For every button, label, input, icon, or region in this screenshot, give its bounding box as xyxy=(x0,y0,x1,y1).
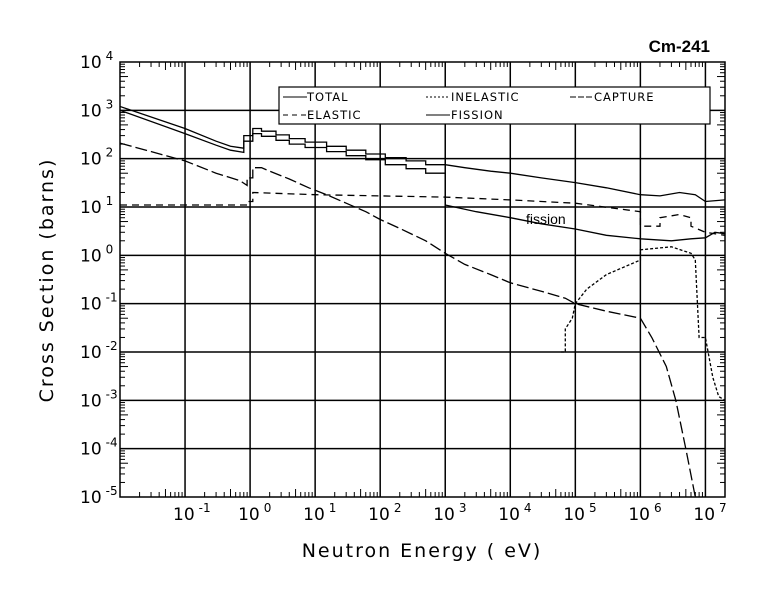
y-tick-base: 10 xyxy=(80,488,102,508)
y-tick-exp: -4 xyxy=(106,436,118,450)
x-tick-label: 10 5 xyxy=(563,501,596,525)
x-tick-label: 10 0 xyxy=(238,501,271,525)
minor-ticks xyxy=(120,62,725,497)
series-fission xyxy=(120,109,725,242)
legend-label-capture: CAPTURE xyxy=(594,90,655,104)
x-tick-exp: 1 xyxy=(329,501,337,515)
y-tick-label: 10 -4 xyxy=(80,436,118,460)
y-axis-title: Cross Section (barns) xyxy=(36,158,58,403)
series-inelastic xyxy=(560,246,725,401)
y-tick-base: 10 xyxy=(80,53,102,73)
legend-label-inelastic: INELASTIC xyxy=(451,90,520,104)
x-tick-label: 10 3 xyxy=(433,501,466,525)
y-tick-exp: -2 xyxy=(106,339,118,353)
x-tick-base: 10 xyxy=(563,505,585,525)
y-tick-exp: 1 xyxy=(106,194,114,208)
y-tick-base: 10 xyxy=(80,246,102,266)
y-tick-base: 10 xyxy=(80,101,102,121)
x-tick-label: 10 -1 xyxy=(173,501,211,525)
x-tick-exp: 6 xyxy=(654,501,662,515)
y-tick-exp: -1 xyxy=(106,291,118,305)
x-tick-exp: 7 xyxy=(719,501,727,515)
x-tick-base: 10 xyxy=(433,505,455,525)
y-tick-label: 10 -5 xyxy=(80,484,118,508)
y-tick-base: 10 xyxy=(80,198,102,218)
x-tick-label: 10 2 xyxy=(368,501,401,525)
y-tick-label: 10 1 xyxy=(80,194,113,218)
annotation-fission: fission xyxy=(526,211,566,227)
y-tick-label: 10 3 xyxy=(80,97,113,121)
series-total xyxy=(120,105,725,203)
x-tick-base: 10 xyxy=(368,505,390,525)
y-tick-label: 10 4 xyxy=(80,49,113,73)
y-tick-label: 10 2 xyxy=(80,146,113,170)
x-tick-base: 10 xyxy=(303,505,325,525)
x-tick-base: 10 xyxy=(173,505,195,525)
x-tick-exp: -1 xyxy=(199,501,211,515)
x-tick-exp: 2 xyxy=(394,501,402,515)
y-tick-base: 10 xyxy=(80,391,102,411)
y-tick-base: 10 xyxy=(80,295,102,315)
chart-title: Cm-241 xyxy=(649,37,710,56)
y-tick-base: 10 xyxy=(80,150,102,170)
y-tick-base: 10 xyxy=(80,343,102,363)
legend-label-fission: FISSION xyxy=(451,108,504,122)
y-tick-exp: 0 xyxy=(106,242,114,256)
x-tick-label: 10 4 xyxy=(498,501,531,525)
plot-frame xyxy=(119,61,726,498)
series-layer xyxy=(120,105,725,497)
y-tick-exp: 3 xyxy=(106,97,114,111)
legend: TOTAL INELASTIC CAPTURE ELASTIC FISSION xyxy=(278,86,711,125)
y-tick-label: 10 -2 xyxy=(80,339,118,363)
x-tick-base: 10 xyxy=(693,505,715,525)
x-tick-exp: 0 xyxy=(264,501,272,515)
x-axis-title: Neutron Energy ( eV) xyxy=(302,540,543,562)
y-tick-label: 10 0 xyxy=(80,242,113,266)
x-tick-base: 10 xyxy=(498,505,520,525)
y-tick-labels: 10 4 10 3 10 2 10 1 10 0 10 -1 10 -2 10 -3 10 -4 10 -5 xyxy=(80,49,118,508)
x-tick-exp: 3 xyxy=(459,501,467,515)
legend-label-elastic: ELASTIC xyxy=(307,108,362,122)
y-tick-label: 10 -3 xyxy=(80,387,118,411)
grid-lines xyxy=(120,62,725,497)
y-tick-base: 10 xyxy=(80,440,102,460)
y-tick-label: 10 -1 xyxy=(80,291,118,315)
x-tick-labels: 10 -1 10 0 10 1 10 2 10 3 10 4 10 5 10 6 10 7 xyxy=(173,501,727,525)
series-capture xyxy=(120,142,696,497)
legend-box xyxy=(278,86,711,125)
x-tick-base: 10 xyxy=(628,505,650,525)
x-tick-exp: 5 xyxy=(589,501,597,515)
series-elastic xyxy=(120,191,725,236)
x-tick-label: 10 6 xyxy=(628,501,661,525)
x-tick-label: 10 7 xyxy=(693,501,726,525)
y-tick-exp: 2 xyxy=(106,146,114,160)
x-tick-exp: 4 xyxy=(524,501,532,515)
y-tick-exp: -3 xyxy=(106,387,118,401)
y-tick-exp: 4 xyxy=(106,49,114,63)
x-tick-base: 10 xyxy=(238,505,260,525)
y-tick-exp: -5 xyxy=(106,484,118,498)
legend-label-total: TOTAL xyxy=(306,90,348,104)
x-tick-label: 10 1 xyxy=(303,501,336,525)
